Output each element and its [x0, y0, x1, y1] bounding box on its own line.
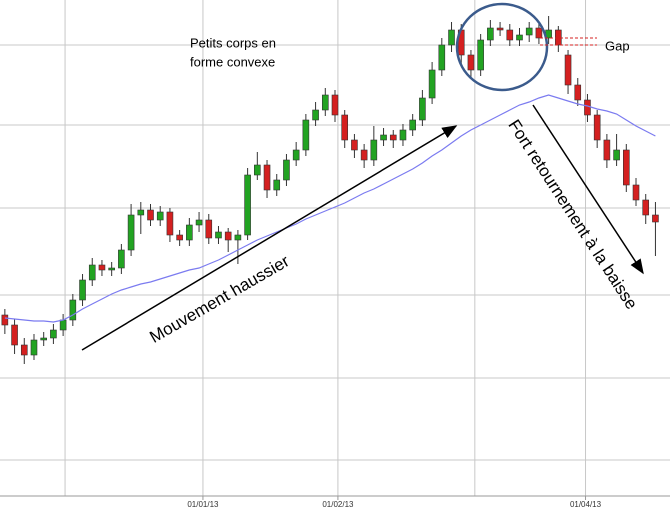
candle-body: [215, 231, 222, 239]
candle-body: [176, 234, 183, 241]
candle-body: [652, 214, 659, 223]
candle-body: [69, 299, 77, 321]
candle-body: [205, 219, 213, 239]
moving-average: [4, 94, 656, 323]
candle-body: [525, 27, 533, 36]
annotation: Petits corps en: [190, 35, 276, 50]
candle-body: [292, 149, 300, 161]
candle-body: [593, 114, 601, 141]
candle-body: [477, 39, 484, 71]
arrow: [532, 104, 644, 275]
candle-body: [321, 94, 329, 111]
candle-body: [147, 209, 154, 221]
candle-body: [603, 139, 611, 161]
candle-body: [156, 211, 164, 221]
candle-body: [389, 134, 397, 141]
candle-body: [40, 337, 47, 341]
candle-body: [642, 199, 650, 216]
annotation: Gap: [605, 38, 630, 53]
candle-body: [506, 29, 514, 41]
candle-body: [263, 164, 271, 191]
candle-body: [234, 234, 242, 241]
candle-body: [341, 114, 349, 141]
candle-body: [613, 149, 620, 161]
candle-body: [283, 159, 290, 181]
candle-body: [419, 97, 426, 121]
candle-body: [331, 94, 339, 116]
candle-body: [166, 211, 174, 236]
candle-body: [20, 344, 28, 356]
annotation: Fort retournement à la baisse: [504, 116, 641, 313]
candle-body: [127, 214, 135, 251]
candle-body: [273, 179, 281, 191]
candle-body: [30, 339, 38, 356]
arrow: [81, 125, 458, 351]
candle-body: [623, 149, 630, 186]
candle-body: [535, 27, 543, 39]
candle-body: [370, 139, 378, 161]
candle-body: [186, 224, 193, 241]
candle-body: [360, 149, 368, 161]
candle-body: [79, 279, 86, 301]
candle-body: [224, 231, 232, 241]
candle-body: [584, 99, 591, 116]
candle-body: [496, 27, 504, 31]
candle-body: [574, 84, 582, 101]
candle-body: [98, 264, 106, 271]
candle-body: [467, 54, 475, 71]
annotation: forme convexe: [190, 54, 275, 69]
candle-body: [1, 314, 9, 326]
candle-body: [108, 267, 115, 271]
candle-body: [399, 129, 407, 141]
candle-body: [88, 264, 96, 281]
candle-body: [380, 134, 387, 141]
candle-body: [428, 69, 436, 99]
x-tick-label: 01/01/13: [187, 500, 219, 509]
highlight-ellipse: [455, 2, 549, 92]
candle-body: [11, 324, 18, 346]
candle-body: [409, 119, 416, 131]
candle-body: [487, 27, 494, 41]
candle-body: [448, 29, 455, 46]
candle-body: [254, 164, 261, 176]
candle-body: [50, 329, 57, 339]
candle-body: [59, 319, 67, 331]
candle-body: [137, 209, 145, 216]
candle-body: [632, 184, 640, 201]
candle-body: [312, 109, 319, 121]
candle-body: [118, 249, 125, 269]
candle-body: [195, 219, 203, 226]
candle-body: [351, 139, 358, 151]
candle-body: [516, 34, 523, 41]
candle-body: [244, 174, 251, 236]
candle-body: [438, 44, 446, 71]
x-tick-label: 01/04/13: [570, 500, 602, 509]
candle-body: [302, 119, 310, 151]
candles: [1, 16, 659, 364]
x-tick-label: 01/02/13: [322, 500, 354, 509]
candle-body: [564, 54, 572, 86]
